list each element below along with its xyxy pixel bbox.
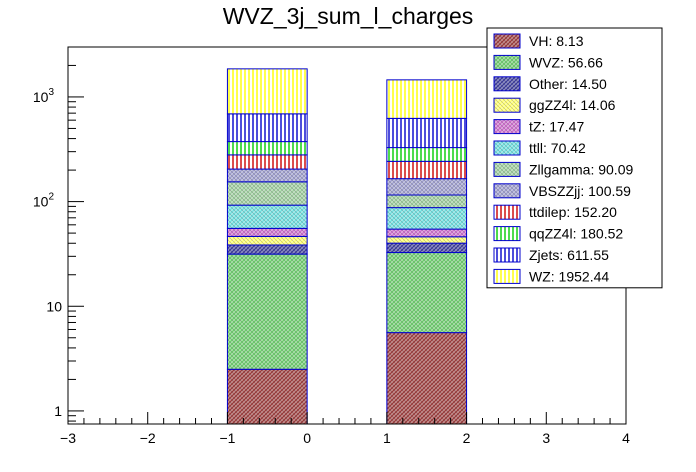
bar-vbszzjj-bin-1 bbox=[386, 178, 468, 196]
legend-swatch bbox=[493, 204, 521, 220]
bar-wvz-bin-0 bbox=[226, 253, 308, 370]
legend-swatch bbox=[493, 247, 521, 263]
bar-ttll-bin-0 bbox=[226, 204, 308, 229]
y-tick-label: 102 bbox=[33, 192, 55, 210]
legend-label: WZ: 1952.44 bbox=[529, 268, 609, 284]
y-axis: 1 10 102 103 bbox=[33, 46, 84, 422]
bar-ttdilep-bin-0 bbox=[226, 154, 308, 170]
bar-tz-bin-0 bbox=[226, 227, 308, 237]
bar-vh-bin-1 bbox=[386, 332, 468, 425]
legend-label: VBSZZjj: 100.59 bbox=[529, 183, 631, 199]
bar-zjets-bin-1 bbox=[386, 117, 468, 149]
y-tick-label: 10 bbox=[46, 298, 62, 314]
bar-zllgamma-bin-0 bbox=[226, 181, 308, 206]
bar-ggzz4l-bin-0 bbox=[226, 235, 308, 246]
legend-label: ttll: 70.42 bbox=[529, 140, 586, 156]
bar-wz-bin-1 bbox=[386, 79, 468, 119]
bar-vh-bin-0 bbox=[226, 368, 308, 425]
legend-label: VH: 8.13 bbox=[529, 33, 584, 49]
legend-swatch bbox=[493, 183, 521, 199]
legend-swatch bbox=[493, 119, 521, 135]
legend-label: Zjets: 611.55 bbox=[529, 247, 609, 263]
x-axis: −3 −2 −1 0 1 2 3 4 bbox=[60, 412, 630, 446]
bar-vbszzjj-bin-0 bbox=[226, 168, 308, 183]
bar-tz-bin-1 bbox=[386, 228, 468, 238]
x-tick-label: −2 bbox=[140, 430, 156, 446]
legend-label: qqZZ4l: 180.52 bbox=[529, 226, 623, 242]
legend-label: WVZ: 56.66 bbox=[529, 54, 603, 70]
legend-swatch bbox=[493, 54, 521, 70]
bar-zjets-bin-0 bbox=[226, 113, 308, 143]
plot-area bbox=[226, 68, 468, 425]
x-tick-label: −3 bbox=[60, 430, 76, 446]
x-tick-label: 0 bbox=[303, 430, 311, 446]
legend-label: Zllgamma: 90.09 bbox=[529, 161, 633, 177]
legend-swatch bbox=[493, 268, 521, 284]
bar-wz-bin-0 bbox=[226, 68, 308, 115]
legend-swatch bbox=[493, 76, 521, 92]
legend-label: Other: 14.50 bbox=[529, 76, 607, 92]
bar-zllgamma-bin-1 bbox=[386, 194, 468, 209]
bar-ttll-bin-1 bbox=[386, 207, 468, 230]
x-tick-label: 4 bbox=[622, 430, 630, 446]
bar-other-bin-0 bbox=[226, 244, 308, 255]
legend-box bbox=[486, 27, 663, 289]
legend: VH: 8.13 WVZ: 56.66 Other: 14.50 ggZZ4l: 14… bbox=[486, 27, 663, 289]
bar-wvz-bin-1 bbox=[386, 252, 468, 334]
x-tick-label: −1 bbox=[219, 430, 235, 446]
legend-label: ggZZ4l: 14.06 bbox=[529, 97, 616, 113]
bar-other-bin-1 bbox=[386, 242, 468, 254]
x-tick-label: 3 bbox=[542, 430, 550, 446]
legend-label: tZ: 17.47 bbox=[529, 119, 584, 135]
legend-label: ttdilep: 152.20 bbox=[529, 204, 617, 220]
y-tick-label: 103 bbox=[33, 87, 55, 105]
x-tick-label: 2 bbox=[463, 430, 471, 446]
legend-swatch bbox=[493, 33, 521, 49]
legend-swatch bbox=[493, 97, 521, 113]
legend-swatch bbox=[493, 140, 521, 156]
chart-title: WVZ_3j_sum_l_charges bbox=[223, 3, 474, 29]
bar-qqzz4l-bin-0 bbox=[226, 141, 308, 156]
bar-ttdilep-bin-1 bbox=[386, 160, 468, 180]
y-tick-label: 1 bbox=[54, 403, 62, 419]
legend-swatch bbox=[493, 226, 521, 242]
bar-ggzz4l-bin-1 bbox=[386, 236, 468, 244]
legend-swatch bbox=[493, 161, 521, 177]
bar-qqzz4l-bin-1 bbox=[386, 147, 468, 162]
x-tick-label: 1 bbox=[383, 430, 391, 446]
